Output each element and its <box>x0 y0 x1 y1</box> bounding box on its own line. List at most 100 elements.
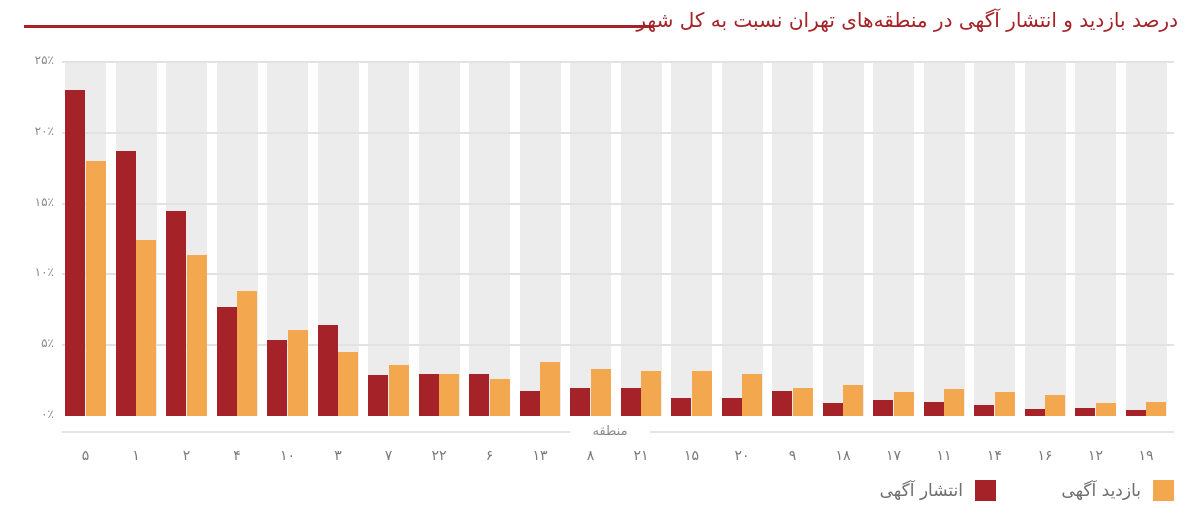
gridline <box>62 344 1174 347</box>
bar-visit <box>893 391 914 416</box>
legend-swatch-publish <box>975 480 996 501</box>
bar-publish <box>772 390 792 416</box>
legend-label-publish: انتشار آگهی <box>879 480 963 501</box>
bar-publish <box>1125 410 1146 416</box>
category-column-bg <box>368 62 409 416</box>
x-tick-label: ۱۶ <box>1037 448 1053 464</box>
bar-visit <box>489 379 510 416</box>
category-column-bg <box>469 62 510 416</box>
x-tick-label: ۲ <box>182 448 191 464</box>
category-column-bg <box>772 62 813 416</box>
x-tick-label: ۱۵ <box>683 448 700 464</box>
x-tick-label: ۸ <box>586 448 595 464</box>
bar-visit <box>338 352 358 416</box>
y-tick-label: ۵٪ <box>41 336 54 351</box>
bar-publish <box>469 373 489 416</box>
bar-publish <box>721 397 742 416</box>
category-column-bg <box>1125 62 1167 416</box>
y-tick-label: ۰٪ <box>41 407 54 421</box>
bar-visit <box>388 365 409 416</box>
x-tick-label: ۱۷ <box>885 448 902 464</box>
bar-publish <box>166 210 186 416</box>
bar-visit <box>843 384 863 416</box>
bar-visit <box>136 240 156 416</box>
bar-publish <box>65 90 85 416</box>
bar-publish <box>267 339 287 416</box>
bar-publish <box>368 374 388 416</box>
x-tick-label: ۱۸ <box>835 448 851 464</box>
bar-visit <box>186 254 207 416</box>
bar-visit <box>1045 394 1065 416</box>
x-tick-label: ۱۴ <box>986 448 1003 464</box>
bar-visit <box>641 370 661 416</box>
x-tick-label: ۶ <box>485 448 494 464</box>
bar-visit <box>439 373 459 416</box>
category-column-bg <box>923 62 965 416</box>
x-tick-label: ۲۲ <box>431 448 447 464</box>
bar-publish <box>216 306 237 416</box>
bar-visit <box>590 369 611 416</box>
bar-visit <box>742 373 762 416</box>
gridline <box>62 273 1174 276</box>
bar-visit <box>1146 401 1166 416</box>
x-tick-label: ۱ <box>132 448 140 464</box>
bar-visit <box>1095 403 1116 416</box>
category-column-bg <box>974 62 1015 416</box>
x-tick-label: ۲۰ <box>734 448 750 464</box>
bar-publish <box>519 390 540 416</box>
x-tick-label: ۱۰ <box>279 448 296 464</box>
bar-visit <box>792 387 813 416</box>
category-column-bg <box>873 62 914 416</box>
x-tick-label: ۷ <box>384 448 393 464</box>
x-tick-label: ۱۱ <box>936 448 952 464</box>
category-column-bg <box>620 62 662 416</box>
x-tick-label: ۱۳ <box>532 448 548 464</box>
bar-visit <box>85 161 106 416</box>
category-column-bg <box>671 62 712 416</box>
bar-publish <box>115 151 136 416</box>
category-column-bg <box>418 62 460 416</box>
title-rule <box>24 25 654 28</box>
y-tick-label: ۱۰٪ <box>34 265 54 280</box>
gridline <box>62 202 1174 205</box>
x-tick-label: ۹ <box>788 448 797 464</box>
category-column-bg <box>519 62 561 416</box>
bar-publish <box>822 403 843 416</box>
legend-item-visit: بازدید آگهی <box>1061 480 1174 501</box>
category-column-bg <box>721 62 763 416</box>
bar-visit <box>540 362 560 416</box>
x-tick-label: ۳ <box>334 448 342 464</box>
bar-publish <box>1024 408 1045 416</box>
legend-label-visit: بازدید آگهی <box>1061 480 1141 501</box>
legend-item-publish: انتشار آگهی <box>880 480 996 501</box>
bar-publish <box>873 400 893 416</box>
x-axis-title: منطقه <box>570 424 650 439</box>
gridline <box>62 61 1174 63</box>
bar-visit <box>237 291 257 416</box>
bar-publish <box>671 397 691 416</box>
category-column-bg <box>822 62 864 416</box>
x-tick-label: ۴ <box>233 448 241 464</box>
category-column-bg <box>570 62 611 416</box>
bar-publish <box>418 373 439 416</box>
bar-visit <box>691 370 712 416</box>
bar-publish <box>974 404 994 416</box>
bar-visit <box>287 329 308 416</box>
bar-publish <box>620 387 641 416</box>
bar-visit <box>944 389 964 416</box>
gridline <box>62 131 1174 134</box>
x-tick-label: ۲۱ <box>633 448 649 464</box>
chart-title: درصد بازدید و انتشار آگهی در منطقه‌های ت… <box>636 8 1178 32</box>
bar-visit <box>994 391 1015 416</box>
y-tick-label: ۱۵٪ <box>34 194 54 209</box>
x-tick-label: ۱۹ <box>1138 448 1154 464</box>
bar-publish <box>923 401 944 416</box>
bar-publish <box>317 325 338 416</box>
y-tick-label: ۲۰٪ <box>34 123 54 138</box>
x-tick-label: ۱۲ <box>1087 448 1104 464</box>
bar-publish <box>570 387 590 416</box>
category-column-bg <box>1024 62 1066 416</box>
bar-publish <box>1075 407 1095 416</box>
y-tick-label: ۲۵٪ <box>34 53 54 67</box>
x-tick-label: ۵ <box>81 448 90 464</box>
